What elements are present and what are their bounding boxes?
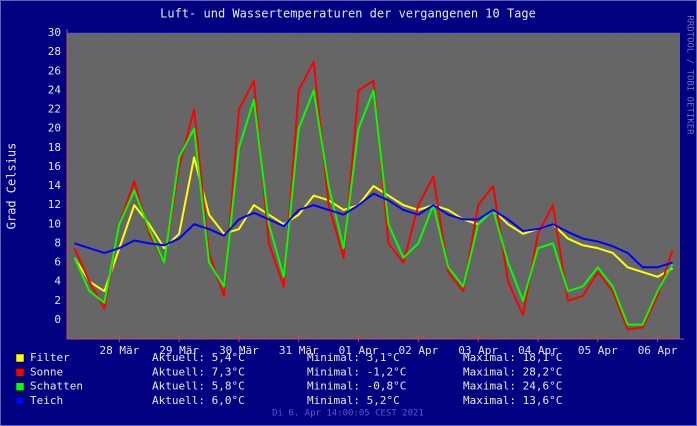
y-axis-label: Grad Celsius: [5, 143, 19, 230]
x-tick-label: 04 Apr: [518, 344, 558, 357]
y-tick-label: 10: [48, 217, 61, 230]
series-line: [73, 89, 674, 326]
y-tick-label: 0: [54, 313, 61, 326]
legend-label: Filter: [30, 351, 70, 364]
y-tick-label: 2: [54, 294, 61, 307]
legend-swatch: [15, 368, 25, 377]
legend-minimum: Minimal: 3,1°C: [307, 351, 400, 364]
y-tick-label: 18: [48, 141, 61, 154]
y-tick-label: 28: [48, 45, 61, 58]
legend-label: Teich: [30, 394, 63, 407]
x-tick-label: 05 Apr: [578, 344, 618, 357]
y-tick-label: 4: [54, 275, 61, 288]
y-tick-label: 30: [48, 26, 61, 39]
x-tick-label: 28 Mär: [99, 344, 139, 357]
legend-minimum: Minimal: 5,2°C: [307, 394, 400, 407]
y-tick-label: 26: [48, 64, 61, 77]
legend-current: Aktuell: 7,3°C: [152, 365, 245, 378]
legend-maximum: Maximal: 18,1°C: [463, 351, 562, 364]
y-tick-label: 16: [48, 160, 61, 173]
legend-current: Aktuell: 5,4°C: [152, 351, 245, 364]
x-tick-label: 31 Mär: [279, 344, 319, 357]
legend-maximum: Maximal: 28,2°C: [463, 365, 562, 378]
series-line: [73, 156, 674, 293]
legend-minimum: Minimal: -1,2°C: [307, 365, 406, 378]
legend-current: Aktuell: 5,8°C: [152, 380, 245, 393]
legend-label: Schatten: [30, 380, 83, 393]
side-text: RRDTOOL / TOBI OETIKER: [685, 15, 695, 135]
legend-current: Aktuell: 6,0°C: [152, 394, 245, 407]
y-tick-label: 8: [54, 236, 61, 249]
legend-swatch: [15, 382, 25, 391]
legend-maximum: Maximal: 13,6°C: [463, 394, 562, 407]
legend-minimum: Minimal: -0,8°C: [307, 380, 406, 393]
y-tick-label: 6: [54, 256, 61, 269]
y-tick-label: 22: [48, 103, 61, 116]
x-tick-label: 30 Mär: [219, 344, 259, 357]
y-tick-label: 12: [48, 198, 61, 211]
x-tick-label: 01 Apr: [339, 344, 379, 357]
chart-title: Luft- und Wassertemperaturen der vergang…: [160, 7, 536, 21]
legend-swatch: [15, 353, 25, 363]
footer: Di 6. Apr 14:00:05 CEST 2021: [272, 409, 424, 419]
series-line: [74, 192, 673, 269]
y-tick-label: 14: [48, 179, 62, 192]
legend-label: Sonne: [30, 365, 63, 378]
x-tick-label: 29 Mär: [159, 344, 199, 357]
x-tick-label: 02 Apr: [398, 344, 438, 357]
x-tick-label: 06 Apr: [638, 344, 678, 357]
x-tick-label: 03 Apr: [458, 344, 498, 357]
legend-maximum: Maximal: 24,6°C: [463, 380, 562, 393]
legend-swatch: [15, 396, 25, 406]
y-tick-label: 24: [48, 83, 62, 96]
y-tick-label: 20: [48, 122, 61, 135]
